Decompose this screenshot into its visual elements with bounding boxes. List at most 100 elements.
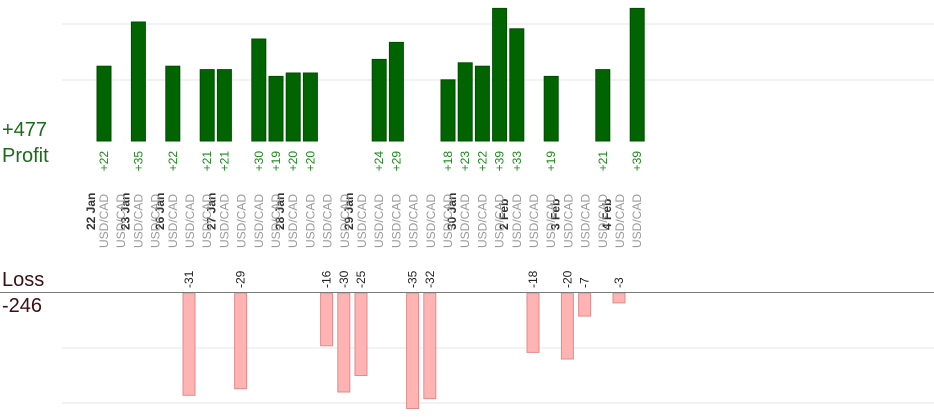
loss-value-label: -25 — [354, 270, 368, 288]
symbol-label: USD/CAD — [458, 194, 472, 248]
loss-bar — [320, 292, 334, 347]
symbol-label: USD/CAD — [183, 194, 197, 248]
profit-value-label: +19 — [544, 151, 558, 172]
profit-value-label: +22 — [166, 151, 180, 172]
profit-bar — [371, 58, 387, 142]
date-label: 26 Jan — [153, 193, 167, 230]
profit-value-label: +21 — [200, 151, 214, 172]
loss-value-label: -30 — [337, 270, 351, 288]
profit-bar — [285, 72, 301, 142]
symbol-label: USD/CAD — [166, 194, 180, 248]
symbol-label: USD/CAD — [114, 194, 128, 248]
symbol-label: USD/CAD — [544, 194, 558, 248]
profit-bar — [474, 65, 490, 142]
loss-value-label: -20 — [560, 270, 574, 288]
date-labels: 22 Jan 23 Jan 26 Jan 27 Jan 28 Jan 29 Jan 30 J… — [84, 193, 614, 230]
symbol-label: USD/CAD — [407, 194, 421, 248]
symbol-label: USD/CAD — [269, 194, 283, 248]
loss-value-label: -32 — [423, 270, 437, 288]
date-label: 4 Feb — [600, 199, 614, 230]
date-label: 30 Jan — [445, 193, 459, 230]
loss-bar — [234, 292, 248, 390]
loss-value-label: -35 — [406, 270, 420, 288]
profit-bar — [457, 62, 473, 142]
symbol-label: USD/CAD — [527, 194, 541, 248]
profit-value-label: +19 — [269, 151, 283, 172]
symbol-label: USD/CAD — [493, 194, 507, 248]
loss-bar — [612, 292, 626, 304]
symbol-label: USD/CAD — [510, 194, 524, 248]
profit-bar — [595, 69, 611, 142]
date-label: 3 Feb — [548, 199, 562, 230]
loss-bar — [526, 292, 540, 353]
profit-bar — [96, 65, 112, 142]
date-label: 23 Jan — [118, 193, 132, 230]
symbol-label: USD/CAD — [252, 194, 266, 248]
loss-bar — [182, 292, 196, 396]
symbol-labels: USD/CAD USD/CAD USD/CAD USD/CAD USD/CAD USD/C… — [97, 194, 644, 248]
profit-value-label: +39 — [630, 151, 644, 172]
profit-total: +477 — [2, 119, 48, 141]
loss-value-label: -16 — [320, 270, 334, 288]
symbol-label: USD/CAD — [561, 194, 575, 248]
symbol-label: USD/CAD — [596, 194, 610, 248]
date-label: 2 Feb — [497, 199, 511, 230]
profit-bar — [216, 69, 232, 142]
profit-value-labels: +22 +35 +22 +21 +21 +30 +19 +20 +20 +24 +29 +18 +23 +… — [97, 151, 644, 172]
profit-bar — [388, 41, 404, 142]
loss-value-label: -29 — [234, 270, 248, 288]
profit-value-label: +24 — [372, 151, 386, 172]
symbol-label: USD/CAD — [235, 194, 249, 248]
profit-value-label: +30 — [252, 151, 266, 172]
loss-bar — [337, 292, 351, 393]
symbol-label: USD/CAD — [441, 194, 455, 248]
profit-value-label: +20 — [286, 151, 300, 172]
symbol-label: USD/CAD — [321, 194, 335, 248]
loss-label: Loss — [2, 269, 45, 291]
profit-label: Profit — [2, 145, 49, 167]
symbol-label: USD/CAD — [613, 194, 627, 248]
symbol-label: USD/CAD — [389, 194, 403, 248]
profit-value-label: +29 — [389, 151, 403, 172]
profit-value-label: +39 — [493, 151, 507, 172]
profit-bar — [440, 79, 456, 142]
loss-bars — [182, 292, 626, 409]
profit-value-label: +23 — [458, 151, 472, 172]
profit-bar — [492, 7, 508, 142]
profit-value-label: +35 — [131, 151, 145, 172]
symbol-label: USD/CAD — [475, 194, 489, 248]
profit-value-label: +33 — [510, 151, 524, 172]
profit-value-label: +21 — [596, 151, 610, 172]
loss-value-label: -18 — [526, 270, 540, 288]
loss-value-label: -3 — [612, 277, 626, 288]
symbol-label: USD/CAD — [579, 194, 593, 248]
symbol-label: USD/CAD — [200, 194, 214, 248]
symbol-label: USD/CAD — [338, 194, 352, 248]
symbol-label: USD/CAD — [303, 194, 317, 248]
date-label: 29 Jan — [342, 193, 356, 230]
profit-bar — [302, 72, 318, 142]
loss-value-label: -31 — [182, 270, 196, 288]
profit-value-label: +22 — [97, 151, 111, 172]
profit-bar — [268, 75, 284, 142]
profit-bar — [543, 75, 559, 142]
profit-bars — [96, 7, 645, 142]
profit-bar — [199, 69, 215, 142]
loss-bar — [423, 292, 437, 400]
profit-value-label: +21 — [217, 151, 231, 172]
loss-value-labels: -31 -29 -16 -30 -25 -35 -32 -18 -20 -7 -3 — [182, 270, 626, 288]
profit-value-label: +22 — [475, 151, 489, 172]
date-label: 28 Jan — [273, 193, 287, 230]
symbol-label: USD/CAD — [149, 194, 163, 248]
symbol-label: USD/CAD — [97, 194, 111, 248]
symbol-label: USD/CAD — [372, 194, 386, 248]
profit-bar — [629, 7, 645, 142]
symbol-label: USD/CAD — [286, 194, 300, 248]
loss-gridlines — [62, 347, 934, 404]
symbol-label: USD/CAD — [131, 194, 145, 248]
symbol-label: USD/CAD — [355, 194, 369, 248]
loss-total: -246 — [2, 295, 43, 317]
profit-value-label: +20 — [303, 151, 317, 172]
date-label: 27 Jan — [204, 193, 218, 230]
